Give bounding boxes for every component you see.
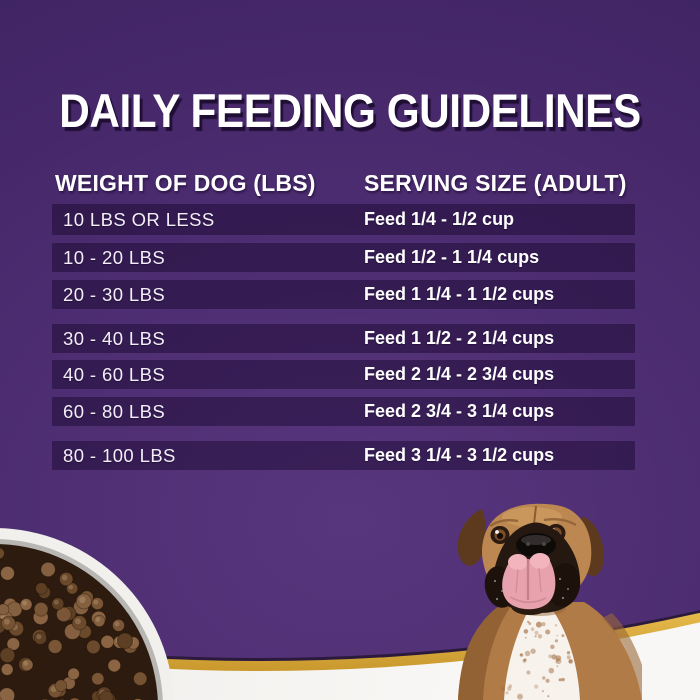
serving-cell: Feed 1/2 - 1 1/4 cups xyxy=(364,247,540,267)
weight-cell: 20 - 30 LBS xyxy=(63,284,166,305)
weight-cell: 10 LBS OR LESS xyxy=(63,209,215,230)
dog-forehead-crease xyxy=(533,505,537,525)
dog-jowl-right xyxy=(547,563,581,607)
serving-cell: Feed 2 3/4 - 3 1/4 cups xyxy=(364,401,555,421)
weight-column-header: WEIGHT OF DOG (LBS) xyxy=(55,170,316,196)
serving-column-header: SERVING SIZE (ADULT) xyxy=(364,170,627,196)
table-row: 40 - 60 LBS Feed 2 1/4 - 2 3/4 cups xyxy=(52,360,635,389)
feeding-table: 10 LBS OR LESS Feed 1/4 - 1/2 cup 10 - 2… xyxy=(52,204,635,470)
dog-body-shadow-right xyxy=(602,613,642,700)
dog-brow-right xyxy=(543,517,577,527)
dog-nose xyxy=(516,533,556,557)
serving-cell: Feed 3 1/4 - 3 1/2 cups xyxy=(364,445,555,465)
page-title: DAILY FEEDING GUIDELINES xyxy=(59,84,641,137)
serving-cell: Feed 1/4 - 1/2 cup xyxy=(364,209,515,229)
table-row: 10 - 20 LBS Feed 1/2 - 1 1/4 cups xyxy=(52,243,635,272)
boxer-dog-illustration xyxy=(457,503,642,700)
dog-jowl-speckles xyxy=(493,577,569,601)
table-row: 80 - 100 LBS Feed 3 1/4 - 3 1/2 cups xyxy=(52,441,635,470)
dog-ear-left xyxy=(457,509,486,566)
weight-cell: 60 - 80 LBS xyxy=(63,401,166,422)
table-row: 20 - 30 LBS Feed 1 1/4 - 1 1/2 cups xyxy=(52,280,635,309)
serving-cell: Feed 2 1/4 - 2 3/4 cups xyxy=(364,364,555,384)
dog-body-shadow-left xyxy=(458,605,512,700)
table-row: 30 - 40 LBS Feed 1 1/2 - 2 1/4 cups xyxy=(52,324,635,353)
dog-chest-speckles xyxy=(500,620,573,700)
dog-tongue xyxy=(502,553,556,610)
weight-cell: 10 - 20 LBS xyxy=(63,247,166,268)
serving-cell: Feed 1 1/2 - 2 1/4 cups xyxy=(364,328,555,348)
table-row: 60 - 80 LBS Feed 2 3/4 - 3 1/4 cups xyxy=(52,397,635,426)
weight-cell: 30 - 40 LBS xyxy=(63,328,166,349)
dog-brow-left xyxy=(489,518,519,528)
kibble-pieces xyxy=(0,547,148,700)
serving-cell: Feed 1 1/4 - 1 1/2 cups xyxy=(364,284,555,304)
dog-eye-left xyxy=(490,526,510,544)
table-row: 10 LBS OR LESS Feed 1/4 - 1/2 cup xyxy=(52,204,635,235)
dog-chest xyxy=(504,604,580,700)
kibble-bowl-illustration xyxy=(0,528,174,700)
table-header-row: WEIGHT OF DOG (LBS) SERVING SIZE (ADULT) xyxy=(55,170,655,197)
weight-cell: 40 - 60 LBS xyxy=(63,364,166,385)
weight-cell: 80 - 100 LBS xyxy=(63,445,176,466)
